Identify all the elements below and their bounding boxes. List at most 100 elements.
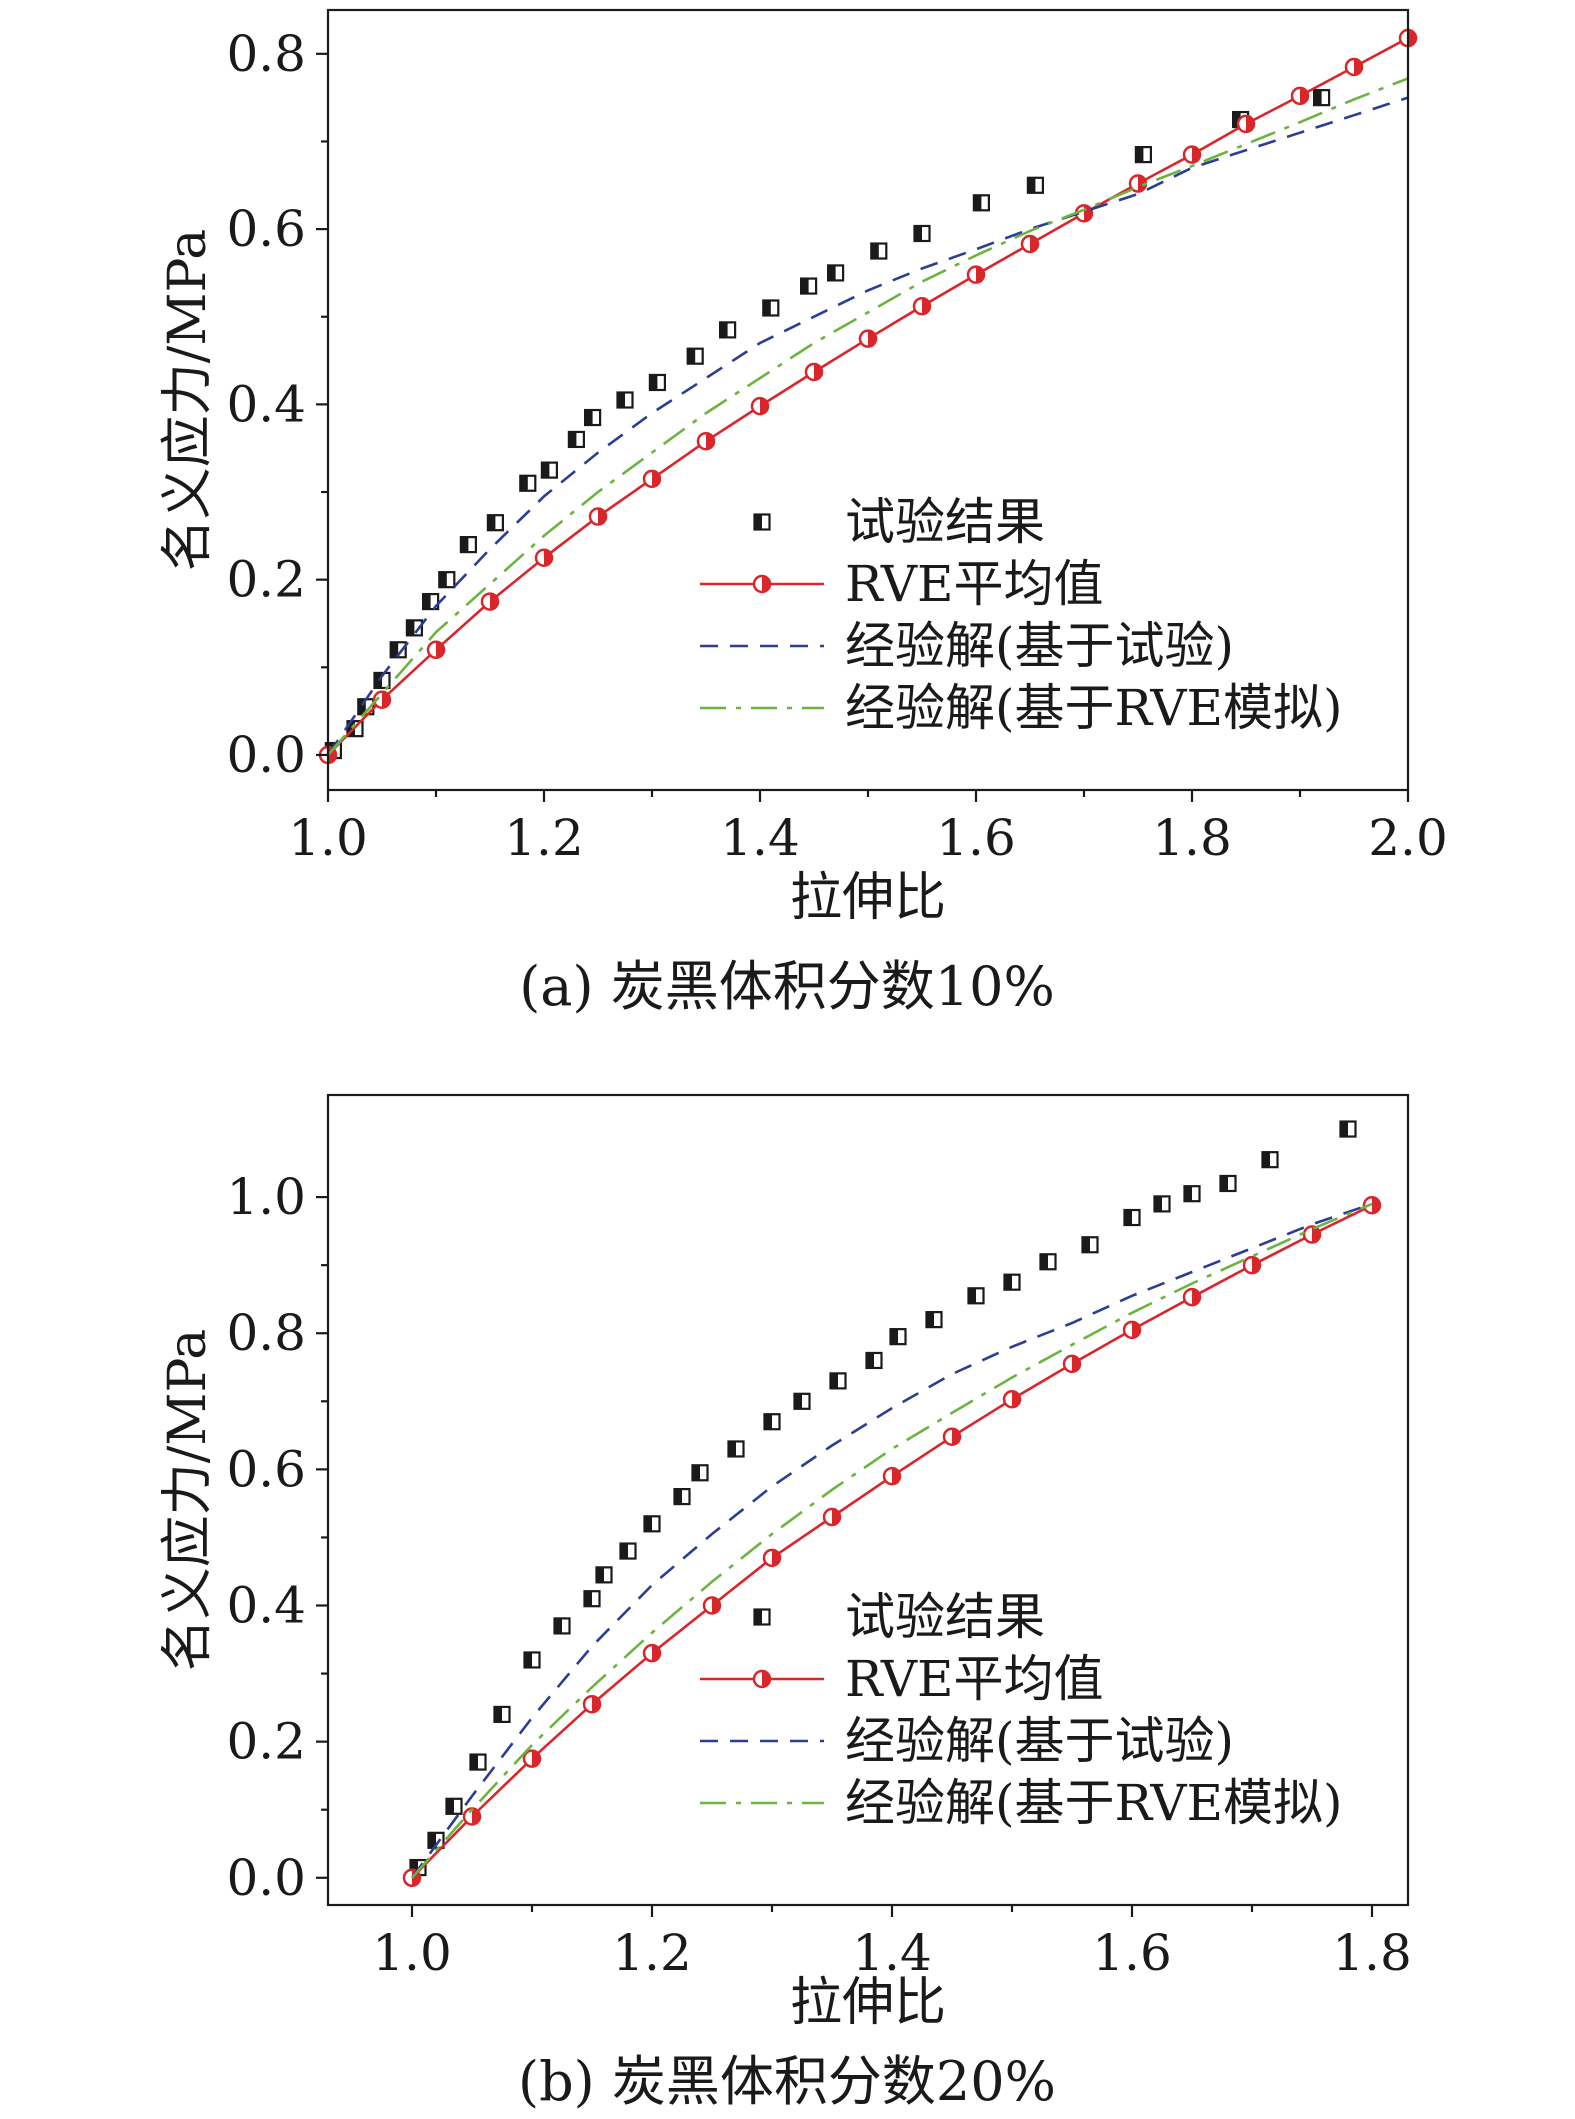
data-point: [912, 296, 932, 316]
x-tick-label: 2.0: [1368, 809, 1448, 867]
data-point: [648, 373, 667, 392]
data-point: [582, 1694, 602, 1714]
axes-b: 1.0 1.2 1.4 1.6 1.8 0.0 0.2 0.4 0.6 0.8 1.0: [226, 1093, 1412, 1982]
data-point: [445, 1797, 463, 1815]
data-point: [799, 277, 818, 295]
series-0: [324, 89, 1331, 760]
legend-label: RVE平均值: [845, 1650, 1103, 1708]
data-point: [1134, 146, 1153, 164]
data-point: [762, 1548, 782, 1568]
data-point: [804, 362, 824, 382]
data-point: [865, 1351, 883, 1370]
data-point: [583, 1590, 601, 1608]
data-point: [1182, 145, 1202, 164]
data-point: [1312, 89, 1331, 107]
series-line: [327, 77, 1409, 756]
series-1: [318, 28, 1418, 765]
data-point: [829, 1372, 847, 1390]
data-point: [534, 548, 554, 568]
legend-label: 经验解(基于试验): [845, 1712, 1234, 1770]
x-axis-title-b: 拉伸比: [790, 1973, 946, 2033]
data-point: [1242, 1255, 1262, 1275]
plot-content-a: [318, 28, 1418, 765]
y-axis-title-a: 名义应力/MPa: [158, 229, 218, 571]
data-point: [1039, 1253, 1057, 1271]
y-tick-label: 0.8: [226, 25, 306, 83]
legend-label: 试验结果: [845, 1588, 1045, 1646]
data-point: [405, 619, 423, 637]
data-point: [553, 1617, 571, 1635]
plot-frame: [326, 1093, 1410, 1907]
x-tick-label: 1.8: [1152, 809, 1232, 867]
y-tick-label: 0.2: [226, 1713, 306, 1771]
data-point: [763, 1413, 781, 1431]
data-point: [870, 242, 888, 260]
data-point: [752, 574, 772, 594]
legend-item: 经验解(基于RVE模拟): [700, 679, 1343, 737]
legend-item: 试验结果: [753, 493, 1045, 551]
data-point: [753, 1608, 771, 1626]
data-point: [762, 299, 780, 317]
y-axis-title-b: 名义应力/MPa: [158, 1329, 218, 1671]
data-point: [523, 1651, 541, 1669]
data-point: [1128, 174, 1148, 193]
x-tick-label: 1.4: [720, 809, 800, 867]
data-point: [427, 1831, 445, 1849]
series-line: [410, 1202, 1373, 1879]
data-point: [438, 571, 456, 589]
x-tick-label: 1.6: [936, 809, 1016, 867]
data-point: [373, 671, 391, 690]
data-point: [858, 329, 878, 348]
caption-a: (a) 炭黑体积分数10%: [519, 955, 1055, 1018]
data-point: [588, 507, 608, 526]
x-tick-label: 1.4: [852, 1924, 932, 1982]
axes-a: 1.0 1.2 1.4 1.6 1.8 2.0 0.0 0.2 0.4 0.6 0.8: [226, 8, 1448, 867]
data-point: [727, 1440, 745, 1458]
data-point: [642, 469, 662, 489]
data-point: [882, 1466, 902, 1486]
legend-label: 经验解(基于RVE模拟): [845, 1774, 1343, 1832]
x-tick-label: 1.8: [1332, 1924, 1412, 1982]
data-point: [673, 1487, 691, 1506]
data-point: [642, 1643, 662, 1663]
data-point: [426, 640, 446, 660]
data-point: [643, 1515, 661, 1533]
data-point: [889, 1328, 907, 1346]
data-point: [619, 1542, 637, 1560]
data-point: [1219, 1174, 1237, 1193]
data-point: [1062, 1354, 1082, 1374]
y-tick-label: 0.6: [226, 200, 306, 258]
legend-label: 经验解(基于试验): [845, 617, 1234, 675]
data-point: [1261, 1151, 1279, 1169]
x-tick-label: 1.0: [288, 809, 368, 867]
data-point: [702, 1596, 722, 1615]
legend-item: 经验解(基于RVE模拟): [700, 1774, 1343, 1832]
data-point: [540, 461, 559, 479]
y-tick-label: 0.0: [226, 1849, 306, 1907]
y-tick-label: 0.8: [226, 1304, 306, 1362]
data-point: [1122, 1320, 1142, 1340]
data-point: [1153, 1195, 1171, 1213]
data-point: [389, 641, 407, 659]
data-point: [1236, 114, 1256, 134]
x-tick-label: 1.6: [1092, 1924, 1172, 1982]
data-point: [793, 1392, 811, 1410]
data-point: [686, 347, 704, 365]
caption-b: (b) 炭黑体积分数20%: [518, 2050, 1056, 2113]
data-point: [1003, 1273, 1021, 1291]
legend-label: 经验解(基于RVE模拟): [845, 679, 1343, 737]
data-point: [972, 194, 991, 212]
series-3: [327, 77, 1409, 756]
y-tick-label: 0.6: [226, 1440, 306, 1498]
data-point: [718, 321, 737, 339]
data-point: [1344, 57, 1364, 77]
y-tick-label: 0.4: [226, 1577, 306, 1635]
y-tick-label: 0.0: [226, 726, 306, 784]
y-tick-label: 1.0: [226, 1168, 306, 1226]
x-tick-label: 1.2: [504, 809, 584, 867]
data-point: [691, 1464, 709, 1482]
data-point: [616, 391, 634, 409]
chart-panel-b: 1.0 1.2 1.4 1.6 1.8 0.0 0.2 0.4 0.6 0.8 1.0 试验结果RV…: [158, 1093, 1412, 2113]
data-point: [822, 1507, 842, 1527]
